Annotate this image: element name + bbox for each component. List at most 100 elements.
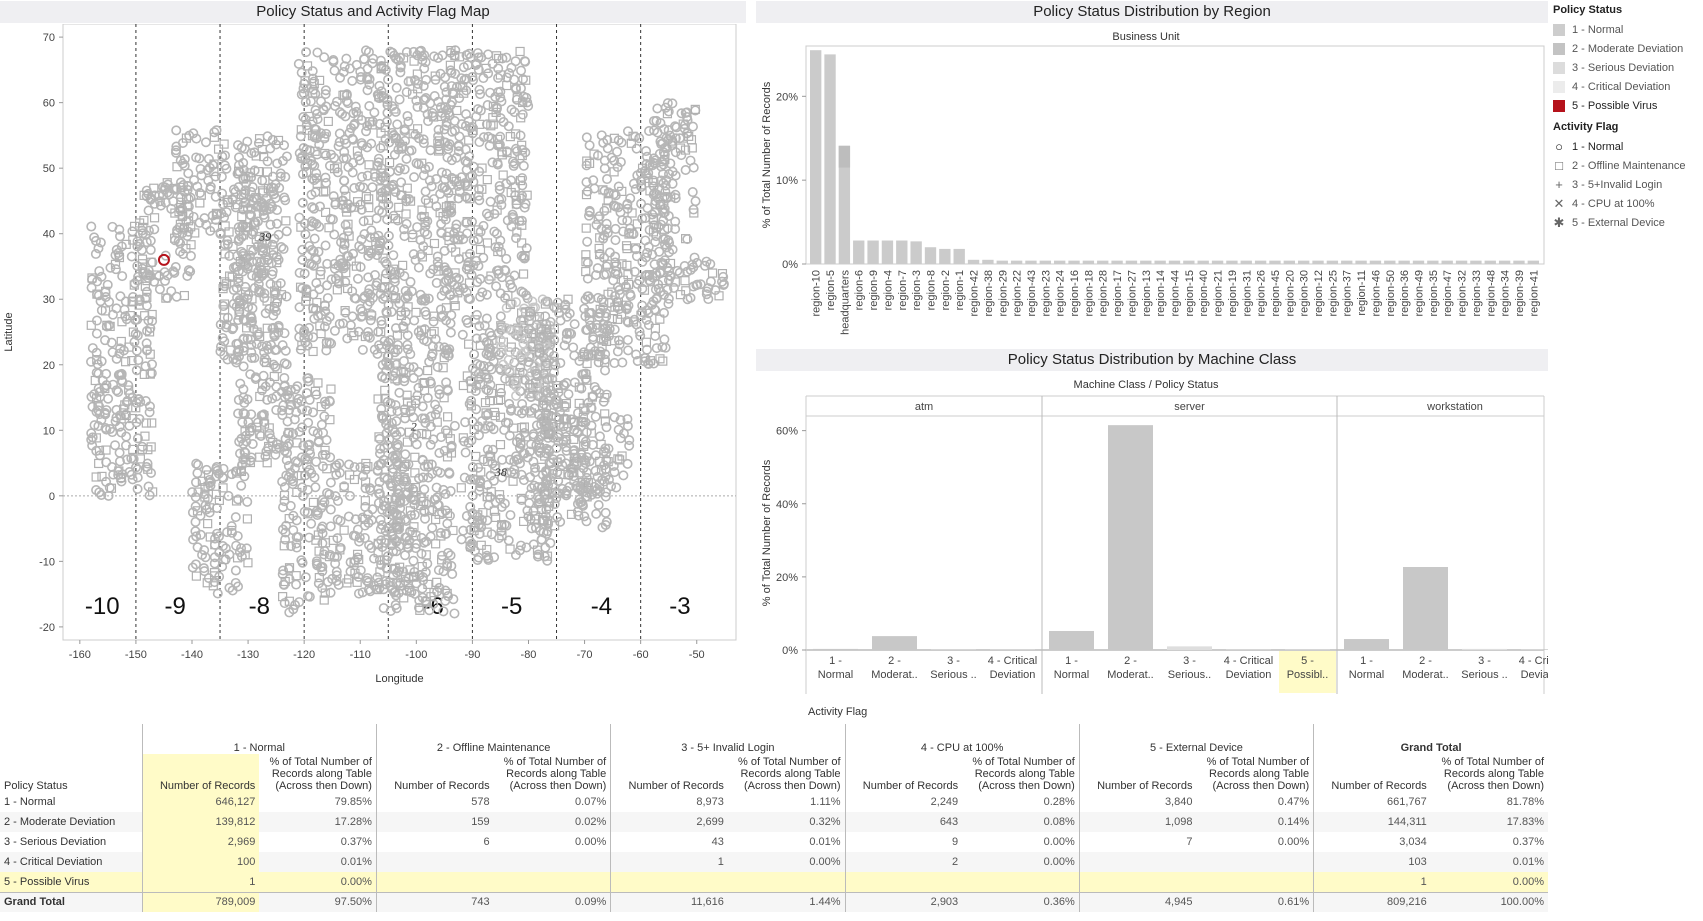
region-bar[interactable]: [867, 240, 879, 264]
flag-legend-item[interactable]: □ 2 - Offline Maintenance: [1553, 156, 1701, 175]
asterisk-icon: ✱: [1553, 214, 1565, 230]
region-bar[interactable]: [1140, 260, 1152, 264]
table-row[interactable]: 1 - Normal 646,127 79.85% 578 0.07% 8,973 1.11…: [0, 792, 1548, 812]
region-bar[interactable]: [1441, 260, 1453, 264]
region-bar[interactable]: [824, 54, 836, 264]
region-bar[interactable]: [1455, 260, 1468, 264]
region-bar[interactable]: [953, 248, 965, 264]
region-chart[interactable]: Business Unit 20% 10% 0% % of Total Number o…: [756, 24, 1548, 344]
region-bar[interactable]: [982, 259, 994, 264]
region-bar[interactable]: [1111, 260, 1123, 264]
machine-category-label: 1 -: [1360, 655, 1373, 667]
region-bar[interactable]: [1326, 260, 1339, 264]
region-bar[interactable]: [996, 260, 1008, 264]
machine-bar[interactable]: [1167, 646, 1212, 650]
machine-bar[interactable]: [1403, 567, 1448, 650]
region-bar[interactable]: [939, 248, 951, 264]
grand-total-row[interactable]: Grand Total 789,009 97.50% 743 0.09% 11,616 1.…: [0, 892, 1548, 912]
region-bar[interactable]: [1025, 260, 1037, 264]
region-bar[interactable]: [1427, 260, 1439, 264]
count-cell: [610, 872, 728, 892]
region-bar[interactable]: [1484, 260, 1496, 264]
region-bar[interactable]: [1398, 260, 1410, 264]
flag-legend-item[interactable]: +3 - 5+Invalid Login: [1553, 175, 1701, 194]
percent-cell: 0.09%: [575, 896, 607, 909]
machine-chart[interactable]: Machine Class / Policy Status 60% 40% 20% 0%…: [756, 372, 1548, 712]
percent-cell: [1196, 872, 1314, 892]
region-bar[interactable]: [1283, 260, 1295, 264]
region-bar[interactable]: [1211, 260, 1224, 264]
map-inline-label: 39: [258, 229, 271, 243]
possible-virus-marker[interactable]: [157, 253, 170, 266]
region-bar[interactable]: [910, 241, 922, 264]
region-bar[interactable]: [1097, 260, 1109, 264]
percent-cell: 0.01%: [340, 856, 372, 868]
machine-bar[interactable]: [1521, 649, 1548, 650]
region-bar[interactable]: [1513, 260, 1525, 264]
flag-legend-item[interactable]: ✱ 5 - External Device: [1553, 213, 1701, 232]
region-bar[interactable]: [1254, 260, 1267, 264]
region-bar[interactable]: [1384, 260, 1396, 264]
map-x-tick-label: -70: [577, 649, 593, 661]
table-row[interactable]: 4 - Critical Deviation 100 0.01% 1 0.00% 2 0.0…: [0, 852, 1548, 872]
region-category-label: region-21: [1213, 270, 1225, 316]
region-bar[interactable]: [1470, 260, 1482, 264]
machine-bar[interactable]: [1049, 630, 1094, 650]
flag-legend-item[interactable]: ○ 1 - Normal: [1553, 137, 1701, 156]
status-legend-item[interactable]: 3 - Serious Deviation: [1553, 58, 1701, 77]
region-bar[interactable]: [1298, 260, 1310, 264]
region-bar[interactable]: [1125, 260, 1138, 264]
status-legend-item[interactable]: 5 - Possible Virus: [1553, 96, 1701, 115]
machine-bar[interactable]: [931, 649, 976, 650]
flag-legend-item[interactable]: ✕ 4 - CPU at 100%: [1553, 194, 1701, 213]
machine-bar[interactable]: [1226, 649, 1271, 650]
machine-bar[interactable]: [1462, 648, 1507, 650]
count-cell: 1: [1313, 872, 1431, 892]
region-bar[interactable]: [1240, 260, 1252, 264]
region-bar[interactable]: [810, 50, 822, 264]
region-bar[interactable]: [1010, 260, 1023, 264]
region-bar-segment[interactable]: [838, 145, 851, 168]
region-bar[interactable]: [1312, 260, 1324, 264]
status-swatch: [1553, 99, 1565, 112]
region-bar[interactable]: [881, 240, 894, 264]
machine-bar[interactable]: [813, 648, 858, 650]
table-row[interactable]: 5 - Possible Virus 1 0.00% 1 0.00%: [0, 872, 1548, 892]
table-row[interactable]: 3 - Serious Deviation 2,969 0.37% 6 0.00% 43 0…: [0, 832, 1548, 852]
status-legend-item[interactable]: 2 - Moderate Deviation: [1553, 39, 1701, 58]
region-bar[interactable]: [1197, 260, 1209, 264]
region-bar[interactable]: [1527, 260, 1539, 264]
region-bar[interactable]: [1054, 260, 1066, 264]
region-bar[interactable]: [1183, 260, 1195, 264]
region-bar[interactable]: [1355, 260, 1367, 264]
machine-y-tick-label: 20%: [776, 572, 798, 584]
region-bar[interactable]: [967, 259, 980, 264]
region-bar[interactable]: [1226, 260, 1238, 264]
region-bar[interactable]: [1341, 260, 1353, 264]
region-bar[interactable]: [1269, 260, 1281, 264]
status-legend-item[interactable]: 1 - Normal: [1553, 20, 1701, 39]
status-legend-item[interactable]: 4 - Critical Deviation: [1553, 77, 1701, 96]
region-bar[interactable]: [853, 240, 865, 264]
region-bar[interactable]: [896, 240, 908, 264]
region-bar[interactable]: [1168, 260, 1181, 264]
region-bar[interactable]: [1039, 260, 1051, 264]
region-bar[interactable]: [1369, 260, 1382, 264]
map-chart[interactable]: 70 60 50 40 30 20 10 0 -10 -20 -160 -150 -140 -130 -12…: [0, 24, 750, 704]
region-bar[interactable]: [1498, 260, 1511, 264]
percent-cell: 100.00%: [1500, 896, 1544, 909]
map-x-tick-label: -130: [237, 649, 259, 661]
region-bar[interactable]: [1154, 260, 1166, 264]
machine-bar[interactable]: [1285, 649, 1330, 650]
region-bar[interactable]: [924, 247, 937, 264]
region-bar[interactable]: [1082, 260, 1095, 264]
region-bar[interactable]: [1412, 260, 1425, 264]
region-bar[interactable]: [1068, 260, 1080, 264]
machine-bar[interactable]: [990, 649, 1035, 650]
table-row[interactable]: 2 - Moderate Deviation 139,812 17.28% 159 0.…: [0, 812, 1548, 832]
machine-bar[interactable]: [1108, 425, 1153, 650]
region-bar[interactable]: [838, 145, 851, 264]
percent-cell: 0.07%: [575, 796, 607, 808]
machine-bar[interactable]: [872, 636, 917, 650]
machine-bar[interactable]: [1344, 639, 1389, 650]
